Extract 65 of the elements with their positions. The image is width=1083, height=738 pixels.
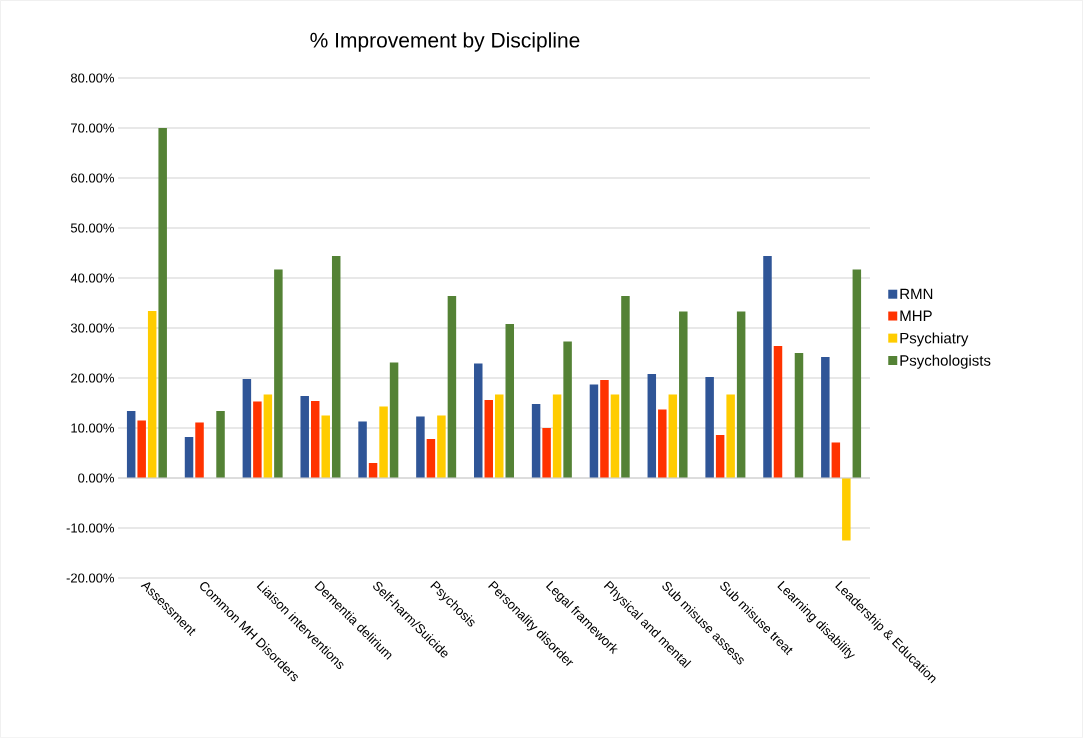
- bar: [726, 394, 735, 478]
- y-tick-label: 80.00%: [70, 73, 115, 83]
- bar: [679, 311, 688, 478]
- bar: [253, 401, 262, 478]
- bar: [852, 269, 862, 478]
- bar: [263, 394, 273, 478]
- bar: [589, 384, 599, 478]
- legend-label: Psychologists: [900, 354, 991, 369]
- y-tick-label: -10.00%: [66, 523, 115, 533]
- bar: [358, 421, 367, 478]
- legend-label: Psychiatry: [900, 332, 969, 347]
- bar: [474, 363, 483, 478]
- bar: [437, 415, 446, 478]
- bar: [242, 378, 252, 478]
- bar: [126, 410, 136, 478]
- bar: [195, 422, 204, 478]
- bar: [300, 395, 309, 478]
- chart-title: % Improvement by Discipline: [310, 32, 580, 52]
- y-tick-label: 20.00%: [71, 373, 115, 383]
- bar: [552, 394, 562, 478]
- y-tick-label: 30.00%: [70, 323, 115, 333]
- bar: [831, 442, 841, 478]
- y-tick-label: 0.00%: [78, 473, 115, 483]
- bar: [389, 362, 399, 478]
- bar: [821, 356, 830, 478]
- bar: [379, 406, 388, 478]
- bar: [600, 379, 609, 478]
- y-tick-label: 70.00%: [71, 123, 115, 133]
- bar: [531, 403, 541, 478]
- bar: [321, 415, 330, 478]
- legend-label: MHP: [900, 310, 932, 321]
- bar: [505, 323, 515, 478]
- bar: [416, 416, 425, 478]
- bar: [542, 427, 551, 478]
- bar: [773, 345, 783, 478]
- bar: [137, 420, 146, 478]
- bar: [842, 477, 851, 541]
- bar: [495, 394, 504, 478]
- bar: [736, 311, 746, 478]
- bar: [705, 376, 714, 478]
- bar: [794, 352, 804, 478]
- y-tick-label: -20.00%: [66, 573, 115, 583]
- bar: [484, 399, 494, 478]
- bar: [216, 410, 225, 478]
- bar: [621, 295, 630, 478]
- bar: [426, 438, 436, 478]
- bar: [310, 400, 320, 478]
- y-tick-label: 60.00%: [71, 173, 115, 183]
- y-tick-label: 10.00%: [71, 423, 115, 433]
- legend-label: RMN: [900, 288, 933, 300]
- bar: [647, 373, 657, 478]
- bar: [184, 436, 194, 478]
- bar: [658, 409, 667, 478]
- bar: [147, 310, 157, 478]
- bar: [447, 295, 457, 478]
- bar: [610, 394, 620, 478]
- bar: [668, 394, 678, 478]
- y-tick-label: 50.00%: [70, 223, 115, 233]
- bar: [274, 269, 283, 478]
- bar: [563, 341, 572, 478]
- bar: [715, 434, 725, 478]
- bar: [158, 127, 167, 478]
- y-tick-label: 40.00%: [70, 273, 115, 283]
- bar: [331, 255, 341, 478]
- bar: [763, 255, 772, 478]
